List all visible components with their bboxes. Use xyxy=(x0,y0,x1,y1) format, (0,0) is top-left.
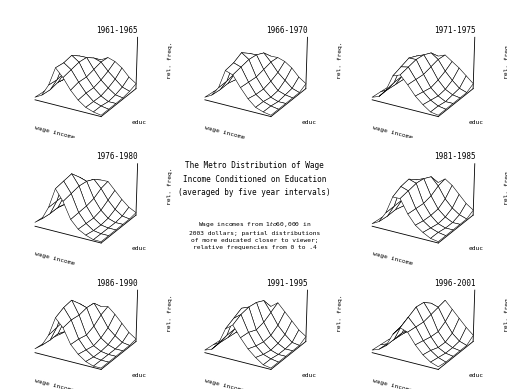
Text: The Metro Distribution of Wage
Income Conditioned on Education
(averaged by five: The Metro Distribution of Wage Income Co… xyxy=(178,161,331,197)
Y-axis label: educ: educ xyxy=(469,246,484,251)
Y-axis label: educ: educ xyxy=(469,120,484,125)
Y-axis label: educ: educ xyxy=(132,120,147,125)
Text: 1991-1995: 1991-1995 xyxy=(267,279,308,287)
Text: 1966-1970: 1966-1970 xyxy=(267,26,308,35)
Text: 1996-2001: 1996-2001 xyxy=(434,279,476,287)
Y-axis label: educ: educ xyxy=(132,373,147,378)
Text: 1976-1980: 1976-1980 xyxy=(97,152,138,161)
X-axis label: wage income: wage income xyxy=(34,125,76,140)
Y-axis label: educ: educ xyxy=(132,246,147,251)
Text: 1971-1975: 1971-1975 xyxy=(434,26,476,35)
Y-axis label: educ: educ xyxy=(469,373,484,378)
X-axis label: wage income: wage income xyxy=(372,252,413,266)
X-axis label: wage income: wage income xyxy=(372,125,413,140)
X-axis label: wage income: wage income xyxy=(34,252,76,266)
X-axis label: wage income: wage income xyxy=(34,378,76,389)
X-axis label: wage income: wage income xyxy=(204,378,245,389)
Text: 1981-1985: 1981-1985 xyxy=(434,152,476,161)
X-axis label: wage income: wage income xyxy=(204,125,245,140)
Text: 1961-1965: 1961-1965 xyxy=(97,26,138,35)
Y-axis label: educ: educ xyxy=(302,373,316,378)
Text: Wage incomes from $1 to $60,000 in
2003 dollars; partial distributions
of more e: Wage incomes from $1 to $60,000 in 2003 … xyxy=(189,220,320,250)
X-axis label: wage income: wage income xyxy=(372,378,413,389)
Text: 1986-1990: 1986-1990 xyxy=(97,279,138,287)
Y-axis label: educ: educ xyxy=(302,120,316,125)
